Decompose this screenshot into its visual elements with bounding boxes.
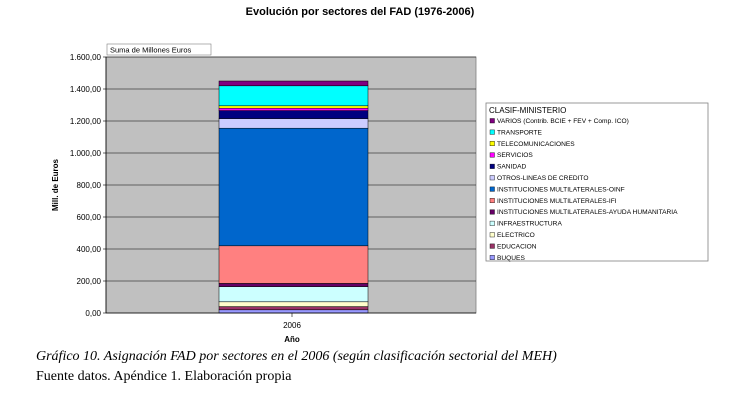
legend-entry-label: TRANSPORTE	[497, 129, 543, 136]
bar-segment-buques	[218, 309, 369, 314]
y-tick-label: 1.000,00	[70, 149, 102, 158]
legend-entry-label: INSTITUCIONES MULTILATERALES-IFI	[497, 198, 617, 205]
legend-entry-label: BUQUES	[497, 255, 525, 262]
pivot-label-box	[106, 43, 212, 56]
legend-swatch	[489, 152, 495, 158]
bar-segment-servicios	[218, 107, 369, 111]
legend-entry-label: EDUCACION	[497, 243, 537, 250]
y-tick-label: 0,00	[85, 309, 101, 318]
legend-entry-label: INFRAESTRUCTURA	[497, 221, 562, 228]
bar-segment-otros-lineas-de-credito	[218, 118, 369, 129]
pivot-field-label: Suma de Millones Euros	[110, 46, 192, 55]
legend-swatch	[489, 243, 495, 249]
bar-segment-telecomunicaciones	[218, 105, 369, 109]
bar-segment-infraestructura	[218, 286, 369, 303]
legend-swatch	[489, 118, 495, 124]
y-tick-label: 1.600,00	[70, 53, 102, 62]
chart-title: Evolución por sectores del FAD (1976-200…	[246, 6, 475, 18]
legend-entry-label: VARIOS (Contrib. BCIE + FEV + Comp. ICO)	[497, 118, 629, 125]
legend-swatch	[489, 232, 495, 238]
bar-segment-electrico	[218, 301, 369, 307]
bar-segment-sanidad	[218, 110, 369, 119]
legend-swatch	[489, 186, 495, 192]
bar-segment-educacion	[218, 306, 369, 311]
legend-swatch	[489, 163, 495, 169]
legend-swatch	[489, 198, 495, 204]
legend-title: CLASIF-MINISTERIO	[489, 106, 566, 115]
legend-swatch	[489, 220, 495, 226]
legend-entry-label: ELECTRICO	[497, 232, 535, 239]
legend-entry-label: SERVICIOS	[497, 152, 533, 159]
bar-stack	[218, 80, 369, 314]
legend-swatch	[489, 129, 495, 135]
legend-swatch	[489, 255, 495, 261]
source-note: Fuente datos. Apéndice 1. Elaboración pr…	[36, 369, 292, 384]
y-tick-label: 600,00	[77, 213, 102, 222]
x-axis-label: Año	[284, 335, 300, 344]
x-tick-label: 2006	[283, 321, 301, 330]
bar-segment-varios-contrib-bcie-fev-comp-ico	[218, 80, 369, 87]
y-axis-ticks: 0,00 200,00 400,00 600,00 800,00 1.000,00 1.20…	[70, 53, 293, 318]
legend-entry-label: OTROS-LINEAS DE CREDITO	[497, 175, 588, 182]
legend-swatch	[489, 175, 495, 181]
bar-segment-instituciones-multilaterales-ayuda-humanitaria	[218, 283, 369, 287]
y-tick-label: 800,00	[77, 181, 102, 190]
y-axis-label: Mill. de Euros	[51, 158, 60, 211]
legend-entry-label: INSTITUCIONES MULTILATERALES-OINF	[497, 186, 625, 193]
legend: CLASIF-MINISTERIO VARIOS (Contrib. BCIE …	[485, 102, 709, 262]
legend-entry-label: INSTITUCIONES MULTILATERALES-AYUDA HUMAN…	[497, 209, 678, 216]
legend-box	[485, 102, 709, 262]
bar-segment-transporte	[218, 85, 369, 107]
bar-segment-instituciones-multilaterales-oinf	[218, 127, 369, 247]
legend-swatch	[489, 209, 495, 215]
y-tick-label: 1.400,00	[70, 85, 102, 94]
y-tick-label: 1.200,00	[70, 117, 102, 126]
legend-entry-label: TELECOMUNICACIONES	[497, 141, 575, 148]
y-tick-label: 400,00	[77, 245, 102, 254]
legend-swatch	[489, 141, 495, 147]
legend-entry-label: SANIDAD	[497, 164, 527, 171]
stacked-bar-chart: Evolución por sectores del FAD (1976-200…	[51, 6, 709, 344]
bar-segment-instituciones-multilaterales-ifi	[218, 245, 369, 284]
figure-caption: Gráfico 10. Asignación FAD por sectores …	[36, 349, 557, 364]
y-tick-label: 200,00	[77, 277, 102, 286]
